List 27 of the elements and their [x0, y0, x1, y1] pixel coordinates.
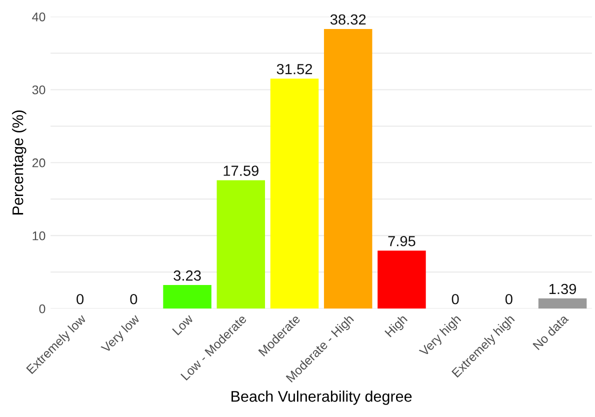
- y-tick-label: 0: [39, 304, 46, 314]
- y-tick-label: 40: [32, 12, 46, 22]
- y-axis-title: Percentage (%): [12, 110, 26, 214]
- data-label: 17.59: [224, 166, 258, 176]
- data-label: 1.39: [549, 284, 576, 294]
- y-tick-label: 20: [32, 158, 46, 168]
- x-axis-title: Beach Vulnerability degree: [232, 390, 412, 405]
- x-tick-label: Very high: [418, 314, 463, 358]
- bar: [216, 180, 266, 309]
- bar: [538, 298, 587, 309]
- data-label: 31.52: [276, 64, 312, 74]
- data-label: 0: [76, 294, 84, 304]
- data-label: 0: [130, 294, 138, 304]
- y-tick-label: 10: [32, 231, 46, 240]
- bar: [163, 285, 212, 309]
- x-tick-label: No data: [532, 313, 570, 350]
- y-tick-label: 30: [32, 85, 46, 94]
- data-label: 0: [452, 294, 459, 304]
- bar: [378, 250, 426, 309]
- data-label: 0: [505, 294, 512, 304]
- data-label: 38.32: [330, 14, 366, 25]
- bar: [270, 78, 319, 309]
- x-tick-label: Very low: [100, 313, 142, 356]
- bar: [324, 28, 372, 309]
- data-label: 3.23: [174, 270, 201, 281]
- data-label: 7.95: [388, 236, 416, 246]
- x-tick-label: Low: [172, 314, 194, 336]
